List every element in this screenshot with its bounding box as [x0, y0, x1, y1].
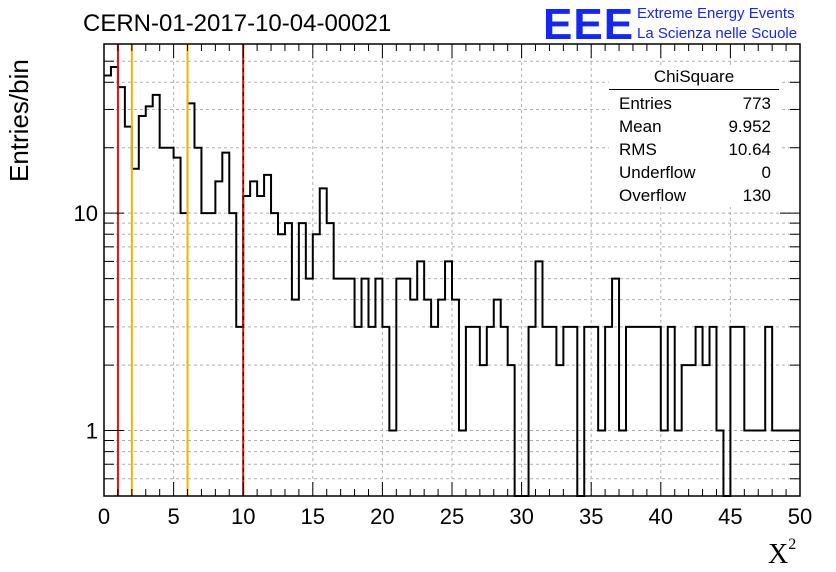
x-tick-label: 5 — [167, 504, 179, 529]
stats-label: Entries — [619, 94, 672, 113]
histogram-outline — [104, 66, 800, 497]
x-axis-label: X2 — [768, 536, 796, 571]
stats-row-underflow: Underflow 0 — [609, 161, 779, 184]
chart-title: CERN-01-2017-10-04-00021 — [83, 10, 392, 37]
x-tick-label: 25 — [440, 504, 464, 529]
eee-logo: EEE — [543, 0, 635, 49]
x-tick-label: 10 — [231, 504, 255, 529]
stats-value: 0 — [761, 163, 771, 182]
stats-row-mean: Mean 9.952 — [609, 115, 779, 138]
y-axis-label: Entries/bin — [4, 59, 34, 182]
stats-label: Mean — [619, 117, 662, 136]
x-tick-label: 20 — [370, 504, 394, 529]
x-tick-label: 45 — [718, 504, 742, 529]
stats-label: RMS — [619, 140, 657, 159]
stats-row-rms: RMS 10.64 — [609, 138, 779, 161]
y-tick-label: 10 — [74, 201, 98, 226]
x-tick-label: 30 — [509, 504, 533, 529]
x-tick-label: 0 — [98, 504, 110, 529]
stats-label: Overflow — [619, 186, 687, 205]
x-tick-label: 40 — [649, 504, 673, 529]
x-axis-label-sup: 2 — [788, 536, 797, 553]
stats-row-entries: Entries 773 — [609, 92, 779, 115]
histogram — [104, 66, 800, 497]
stats-value: 773 — [742, 94, 771, 113]
x-tick-label: 35 — [579, 504, 603, 529]
y-tick-label: 1 — [86, 419, 98, 444]
axes: 0 5 10 15 20 25 30 35 40 45 50 1 10 — [74, 43, 812, 529]
brand-line-2: La Scienza nelle Scuole — [637, 25, 798, 42]
stats-value: 10.64 — [728, 140, 771, 159]
x-tick-label: 15 — [301, 504, 325, 529]
x-tick-label: 50 — [788, 504, 812, 529]
stats-row-overflow: Overflow 130 — [609, 184, 779, 207]
threshold-lines — [116, 44, 245, 496]
stats-value: 9.952 — [728, 117, 771, 136]
stats-label: Underflow — [619, 163, 696, 182]
stats-value: 130 — [742, 186, 771, 205]
stats-box: ChiSquare Entries 773 Mean 9.952 RMS 10.… — [609, 66, 779, 207]
x-axis-label-base: X — [768, 539, 789, 570]
brand-line-1: Extreme Energy Events — [637, 5, 795, 22]
stats-title: ChiSquare — [609, 66, 779, 90]
